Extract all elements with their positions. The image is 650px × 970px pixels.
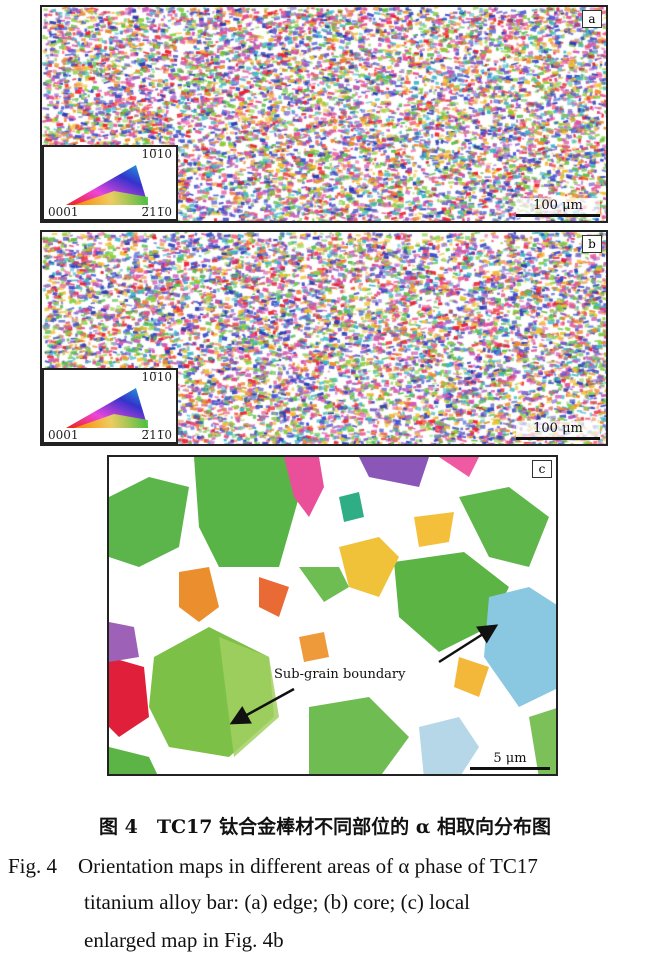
orientation-map-a: a 10̅10 0001 2̅11̅0 100 μm: [40, 5, 608, 223]
legend-top-label: 10̅10: [141, 147, 172, 161]
scale-bar-label: 5 μm: [493, 751, 527, 766]
legend-right-label: 2̅11̅0: [141, 428, 172, 442]
legend-left-label: 0001: [48, 205, 79, 219]
scale-bar: 5 μm: [470, 751, 550, 770]
panel-label: b: [582, 235, 602, 253]
panel-label: a: [582, 10, 602, 28]
ipf-color-key: 10̅10 0001 2̅11̅0: [42, 145, 178, 221]
orientation-map-b: b 10̅10 0001 2̅11̅0 100 μm: [40, 230, 608, 446]
caption-english-line3: enlarged map in Fig. 4b: [84, 928, 284, 952]
ipf-color-key: 10̅10 0001 2̅11̅0: [42, 368, 178, 444]
ipf-triangle-icon: [66, 165, 148, 205]
orientation-map-c: c Sub-grain boundary 5 μm: [107, 455, 558, 776]
caption-english-line2: titanium alloy bar: (a) edge; (b) core; …: [84, 890, 470, 914]
legend-left-label: 0001: [48, 428, 79, 442]
scale-bar: 100 μm: [516, 421, 600, 440]
ipf-triangle-icon: [66, 388, 148, 428]
caption-chinese: 图 4 TC17 钛合金棒材不同部位的 α 相取向分布图: [98, 816, 551, 838]
scale-bar: 100 μm: [516, 198, 600, 217]
sub-grain-boundary-annotation: Sub-grain boundary: [274, 667, 406, 682]
arrow-icon: [229, 624, 499, 725]
scale-bar-label: 100 μm: [533, 421, 583, 436]
legend-right-label: 2̅11̅0: [141, 205, 172, 219]
legend-top-label: 10̅10: [141, 370, 172, 384]
scale-bar-label: 100 μm: [533, 198, 583, 213]
caption-english-line1: Fig. 4 Orientation maps in different are…: [8, 854, 538, 878]
panel-label: c: [532, 460, 552, 478]
grain-map: [109, 457, 556, 774]
